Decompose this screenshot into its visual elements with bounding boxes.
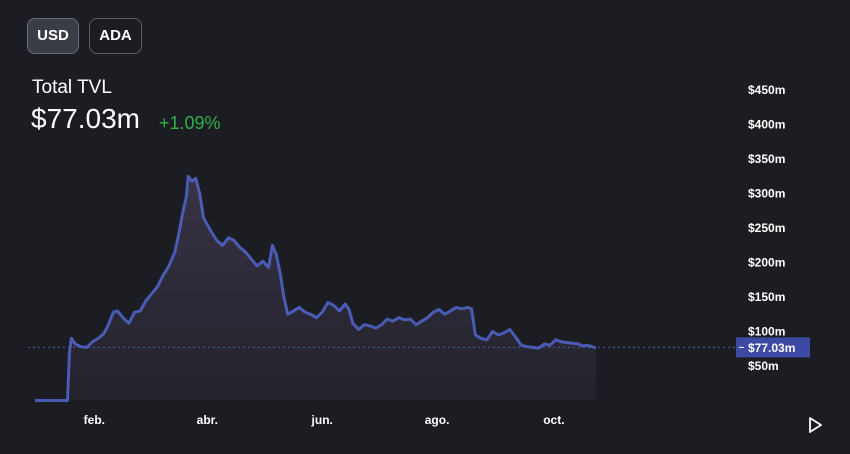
x-tick-label: oct. [543,413,564,427]
y-tick-label: $100m [748,325,785,339]
tvl-series-line [35,174,596,402]
tvl-change-percent: +1.09% [159,113,221,133]
total-tvl-label: Total TVL [32,77,112,98]
x-tick-label: abr. [197,413,218,427]
y-axis: $50m $100m $150m $200m $250m $300m $350m $400m $… [736,83,810,373]
y-tick-label: $400m [748,118,785,132]
y-tick-label: $50m [748,359,779,373]
y-tick-label: $300m [748,187,785,201]
tvl-area-fill [35,176,596,401]
y-tick-label: $250m [748,221,785,235]
current-value-label: $77.03m [748,341,795,355]
usd-toggle-button[interactable]: USD [27,18,79,54]
y-tick-label: $450m [748,83,785,97]
x-axis: feb. abr. jun. ago. oct. [84,413,565,427]
plot-area [28,174,738,402]
current-value-badge [736,337,810,358]
y-tick-label: $200m [748,256,785,270]
y-tick-label: $150m [748,290,785,304]
ada-toggle-button[interactable]: ADA [89,18,142,54]
x-tick-label: jun. [311,413,333,427]
y-tick-label: $350m [748,152,785,166]
play-icon[interactable] [806,416,824,434]
x-tick-label: ago. [425,413,450,427]
total-tvl-value: $77.03m [31,103,140,134]
x-tick-label: feb. [84,413,105,427]
